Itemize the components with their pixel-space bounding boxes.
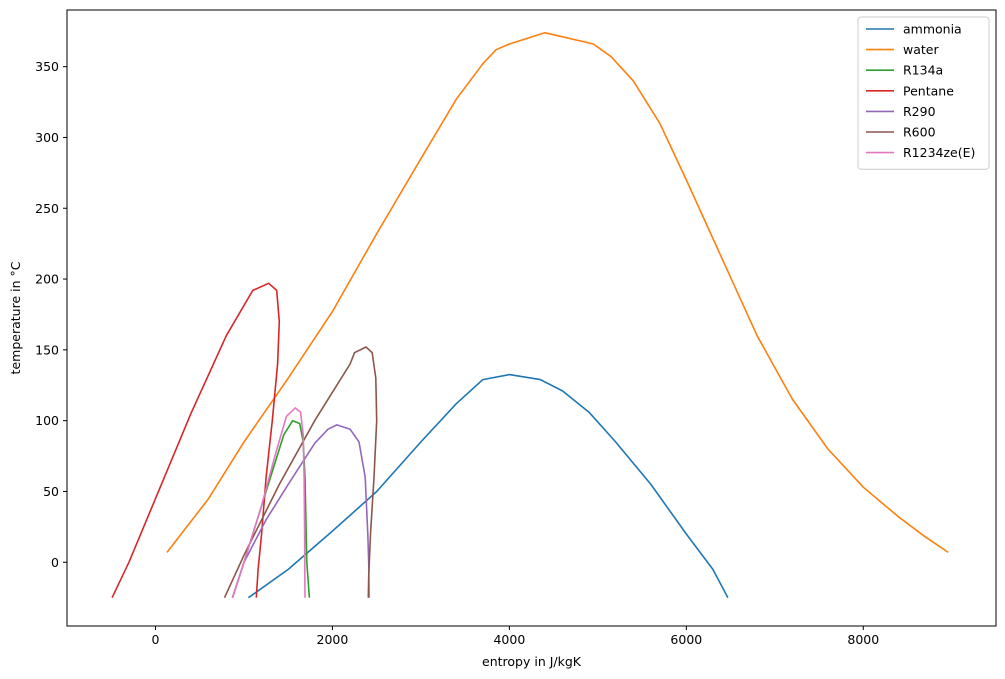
axes-frame: [66, 9, 997, 627]
series-line-r1234ze-e: [231, 407, 306, 598]
series-line-r290: [231, 424, 370, 598]
x-tick-label: 0: [151, 632, 159, 647]
legend-label: ammonia: [903, 22, 962, 37]
y-tick-label: 50: [43, 484, 59, 499]
x-tick-label: 4000: [493, 632, 525, 647]
y-axis-ticks: 0 50 100 150 200 250 300 350: [35, 59, 67, 570]
series-lines: [111, 31, 949, 599]
legend-label: R290: [903, 104, 936, 119]
series-line-water: [166, 31, 949, 554]
legend-label: water: [903, 42, 939, 57]
y-tick-label: 0: [51, 555, 59, 570]
y-tick-label: 200: [35, 272, 59, 287]
x-axis-label: entropy in J/kgK: [482, 654, 582, 669]
y-tick-label: 300: [35, 130, 59, 145]
series-line-r600: [223, 346, 378, 599]
y-axis-label: temperature in °C: [8, 261, 23, 374]
y-tick-label: 150: [35, 342, 59, 357]
y-tick-label: 250: [35, 201, 59, 216]
y-tick-label: 100: [35, 413, 59, 428]
x-tick-label: 2000: [317, 632, 349, 647]
legend-label: Pentane: [903, 83, 954, 98]
x-axis-ticks: 0 2000 4000 6000 8000: [151, 626, 879, 647]
y-tick-label: 350: [35, 59, 59, 74]
legend-label: R1234ze(E): [903, 145, 975, 160]
x-tick-label: 6000: [670, 632, 702, 647]
legend-label: R134a: [903, 63, 943, 78]
legend-box: [857, 16, 990, 170]
legend-label: R600: [903, 125, 936, 140]
legend: ammonia water R134a Pentane R290 R600 R1234ze(…: [857, 16, 990, 170]
series-line-ammonia: [247, 373, 729, 599]
x-tick-label: 8000: [847, 632, 879, 647]
